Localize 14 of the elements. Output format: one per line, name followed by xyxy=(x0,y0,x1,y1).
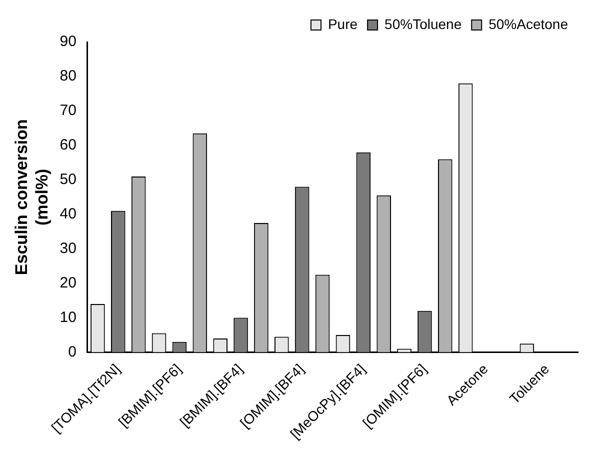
y-tick-label: 10 xyxy=(60,308,76,326)
y-tick-label: 20 xyxy=(60,274,76,292)
y-tick-label: 90 xyxy=(60,33,76,50)
y-tick-label: 70 xyxy=(60,102,76,120)
y-tick-label: 80 xyxy=(60,68,76,85)
legend-label: 50%Toluene xyxy=(384,16,462,32)
y-axis-title: Esculin conversion (mol%) xyxy=(12,119,52,276)
y-tick-label: 40 xyxy=(60,206,76,223)
y-tick-label: 50 xyxy=(60,171,76,188)
y-tick-label: 0 xyxy=(68,343,76,360)
y-tick-label: 60 xyxy=(60,136,76,154)
legend-label: Pure xyxy=(328,16,358,32)
legend-label: 50%Acetone xyxy=(488,16,568,32)
y-tick-label: 30 xyxy=(60,240,76,257)
